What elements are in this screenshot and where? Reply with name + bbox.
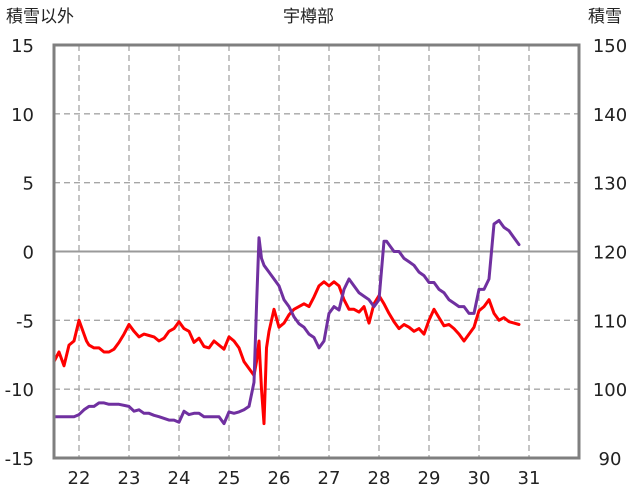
x-tick-label: 26 [268, 468, 291, 489]
y-right-tick-label: 90 [599, 449, 622, 470]
x-tick-label: 25 [218, 468, 241, 489]
y-right-tick-label: 110 [593, 311, 627, 332]
y-right-tick-label: 140 [593, 105, 627, 126]
x-tick-label: 29 [418, 468, 441, 489]
y-left-tick-label: 10 [11, 105, 34, 126]
x-tick-label: 22 [68, 468, 91, 489]
y-left-tick-label: -10 [5, 380, 34, 401]
tick-label-layer: 15 10 5 0 -5 -10 -15 150 140 130 120 110 100 90 22 23 24… [5, 36, 628, 489]
y-right-tick-label: 120 [593, 243, 627, 264]
y-left-tick-label: -15 [5, 449, 34, 470]
y-right-tick-label: 100 [593, 380, 627, 401]
x-tick-label: 27 [318, 468, 341, 489]
chart-title: 宇樽部 [283, 7, 334, 27]
x-tick-label: 23 [118, 468, 141, 489]
x-tick-label: 28 [368, 468, 391, 489]
x-tick-label: 30 [468, 468, 491, 489]
y-left-tick-label: 0 [23, 243, 34, 264]
series-line-right-axis [52, 219, 521, 426]
x-tick-label: 24 [168, 468, 191, 489]
y-axis-left-label: 積雪以外 [6, 7, 74, 27]
y-left-tick-label: 5 [23, 174, 34, 195]
y-right-tick-label: 150 [593, 36, 627, 57]
plot-frame [52, 43, 581, 460]
grid-layer [54, 45, 579, 458]
y-right-tick-label: 130 [593, 174, 627, 195]
series-line-left-axis [52, 280, 521, 426]
y-left-tick-label: -5 [16, 311, 34, 332]
series-layer [52, 219, 521, 426]
x-tick-label: 31 [518, 468, 541, 489]
y-axis-right-label: 積雪 [588, 7, 622, 27]
y-left-tick-label: 15 [11, 36, 34, 57]
